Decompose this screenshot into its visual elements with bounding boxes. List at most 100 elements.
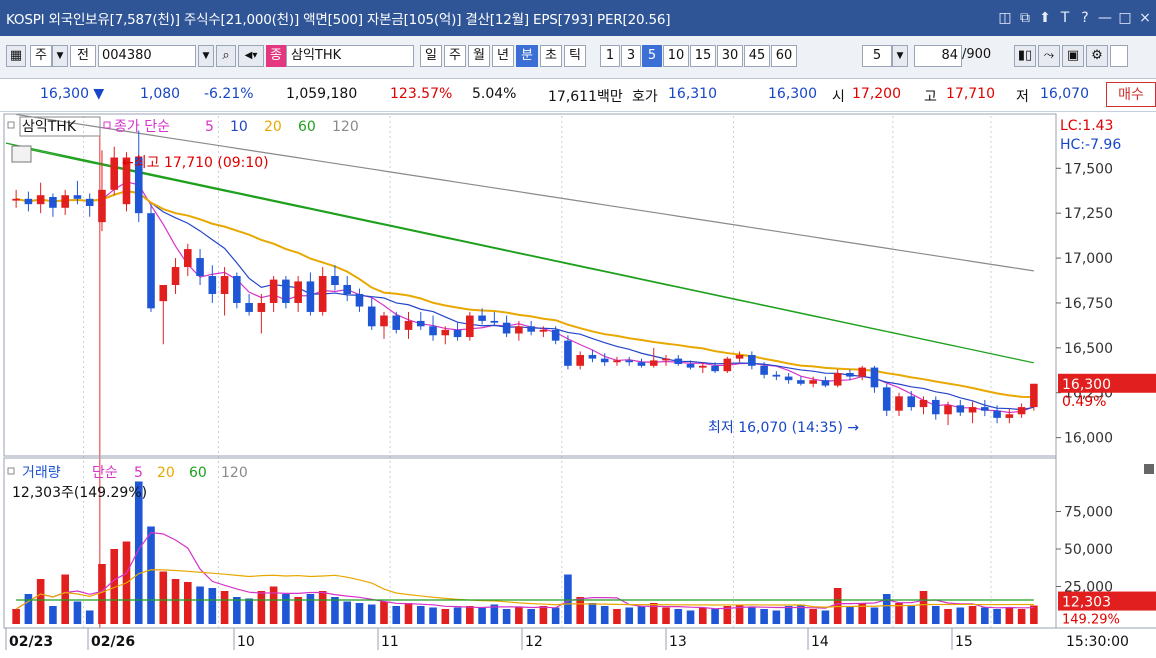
- volume-bar: [49, 606, 57, 624]
- candle-body: [564, 340, 572, 366]
- candles: [12, 130, 1038, 426]
- help-icon[interactable]: ?: [1081, 10, 1089, 26]
- period-4-button[interactable]: 분: [516, 45, 538, 67]
- popup-icon[interactable]: ⧉: [1020, 10, 1030, 26]
- interval-60-button[interactable]: 60: [771, 45, 797, 67]
- volume-bar: [784, 606, 793, 624]
- save-icon[interactable]: ▣: [1062, 45, 1084, 67]
- candle-body: [735, 355, 744, 359]
- volume-legend-ma-60: 60: [189, 465, 207, 481]
- candle-body: [159, 285, 168, 302]
- candle-body: [956, 405, 965, 413]
- volume-bar: [208, 588, 217, 624]
- minimize-icon[interactable]: —: [1098, 10, 1112, 26]
- candle-body: [858, 367, 867, 377]
- grid-icon[interactable]: ▦: [6, 45, 26, 67]
- interval-30-button[interactable]: 30: [717, 45, 743, 67]
- volume-bar: [735, 604, 744, 624]
- volume-bar: [1030, 605, 1038, 624]
- toolbar: ▦ 주 ▼ 전 004380 ▼ ⌕ ◀▾ 종 삼익THK 5 ▼ 84 /90…: [0, 36, 1156, 79]
- candle-body: [233, 276, 241, 303]
- stock-type-badge: 종: [266, 45, 286, 67]
- volume-bar: [858, 603, 867, 624]
- checkbox[interactable]: [1110, 45, 1128, 67]
- candle-type-icon[interactable]: ▮▯: [1014, 45, 1036, 67]
- candle-body: [649, 360, 658, 366]
- volume-bar: [343, 601, 352, 624]
- period-2-button[interactable]: 월: [468, 45, 490, 67]
- current-price-pct: 0.49%: [1062, 394, 1106, 410]
- volume-bar: [576, 597, 584, 624]
- candle-body: [907, 396, 916, 408]
- chevron-down-icon[interactable]: ▼: [52, 45, 68, 67]
- stock-chart[interactable]: 16,00016,25016,50016,75017,00017,25017,5…: [0, 112, 1156, 658]
- candle-body: [539, 329, 548, 332]
- window-icon[interactable]: ◫: [998, 10, 1012, 26]
- buy-button[interactable]: 매수: [1106, 82, 1156, 107]
- stock-code-input[interactable]: 004380: [98, 45, 196, 67]
- interval-10-button[interactable]: 10: [663, 45, 689, 67]
- search-icon[interactable]: ⌕: [216, 45, 236, 67]
- high-price: 17,710: [946, 86, 995, 102]
- period-1-button[interactable]: 주: [444, 45, 466, 67]
- period-5-button[interactable]: 초: [540, 45, 562, 67]
- stock-name-field[interactable]: 삼익THK: [286, 45, 414, 67]
- speaker-icon[interactable]: ◀▾: [238, 45, 264, 67]
- candle-body: [429, 326, 437, 336]
- volume-ma20-line: [15, 569, 1034, 610]
- price-grid: [83, 116, 992, 628]
- font-icon[interactable]: T: [1060, 10, 1070, 26]
- volume-bar: [723, 606, 732, 624]
- candle-body: [453, 329, 462, 338]
- close-icon[interactable]: ×: [1139, 10, 1151, 26]
- period-0-button[interactable]: 일: [420, 45, 442, 67]
- indicator-icon[interactable]: ⤳: [1038, 45, 1060, 67]
- interval-dropdown-icon[interactable]: ▼: [892, 45, 908, 67]
- volume-tick-label: 75,000: [1064, 505, 1113, 521]
- ma120-line: [16, 113, 1034, 272]
- candle-body: [331, 276, 339, 285]
- count-input[interactable]: 84: [914, 45, 962, 67]
- volume-bar: [760, 609, 768, 624]
- interval-1-button[interactable]: 1: [600, 45, 620, 67]
- volume-bar: [674, 609, 683, 624]
- pin-icon[interactable]: ⬆: [1039, 10, 1051, 26]
- interval-5-button[interactable]: 5: [642, 45, 662, 67]
- candle-body: [993, 410, 1001, 418]
- maximize-icon[interactable]: □: [1118, 10, 1132, 26]
- period-6-button[interactable]: 틱: [564, 45, 586, 67]
- gear-icon[interactable]: ⚙: [1086, 45, 1108, 67]
- volume-bar: [527, 609, 535, 624]
- interval-value-input[interactable]: 5: [862, 45, 892, 67]
- volume-bar: [686, 610, 695, 624]
- candle-body: [723, 358, 732, 372]
- volume-bars: [12, 481, 1038, 624]
- volume-bar: [134, 481, 143, 624]
- candle-body: [600, 358, 609, 363]
- volume-bar: [564, 574, 572, 624]
- code-dropdown-icon[interactable]: ▼: [198, 45, 214, 67]
- interval-45-button[interactable]: 45: [744, 45, 770, 67]
- interval-15-button[interactable]: 15: [690, 45, 716, 67]
- volume-collapse-icon: [7, 467, 15, 475]
- candle-body: [73, 195, 82, 199]
- candle-body: [919, 399, 928, 408]
- volume-bar: [956, 607, 965, 624]
- chart-annotations: 삼익THK 종가 단순 5 10 20 60 120 LC:1.43 HC:-7.96 ←최고 1…: [7, 116, 1156, 628]
- price-panel-name-box: [19, 116, 101, 137]
- candle-body: [784, 376, 793, 381]
- period-label-button[interactable]: 주: [30, 45, 52, 67]
- price-tick-label: 16,750: [1064, 296, 1113, 312]
- volume-bar: [539, 606, 548, 624]
- volume-bar: [588, 603, 597, 624]
- interval-3-button[interactable]: 3: [621, 45, 641, 67]
- volume-bar: [919, 591, 928, 624]
- price-tick-label: 17,250: [1064, 206, 1113, 222]
- candle-body: [931, 399, 940, 415]
- high-label: 고: [924, 89, 937, 105]
- prev-button[interactable]: 전: [70, 45, 96, 67]
- period-3-button[interactable]: 년: [492, 45, 514, 67]
- volume-ma5-line: [15, 531, 1034, 610]
- candle-body: [343, 285, 352, 294]
- candle-body: [625, 360, 634, 363]
